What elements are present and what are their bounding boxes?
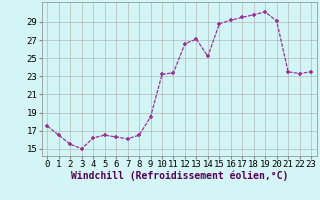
X-axis label: Windchill (Refroidissement éolien,°C): Windchill (Refroidissement éolien,°C) — [70, 171, 288, 181]
